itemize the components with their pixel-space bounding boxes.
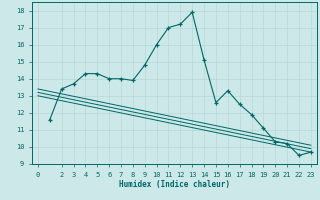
X-axis label: Humidex (Indice chaleur): Humidex (Indice chaleur) [119,180,230,189]
